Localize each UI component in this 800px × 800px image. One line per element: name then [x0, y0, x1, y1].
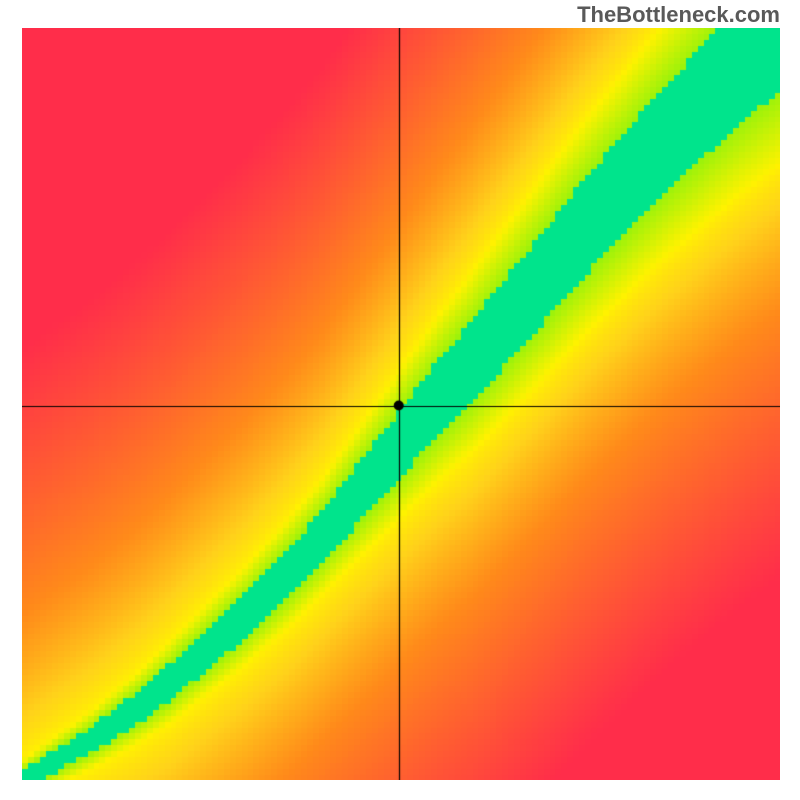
chart-container: TheBottleneck.com: [0, 0, 800, 800]
watermark-text: TheBottleneck.com: [577, 2, 780, 28]
heatmap-canvas: [22, 28, 780, 780]
